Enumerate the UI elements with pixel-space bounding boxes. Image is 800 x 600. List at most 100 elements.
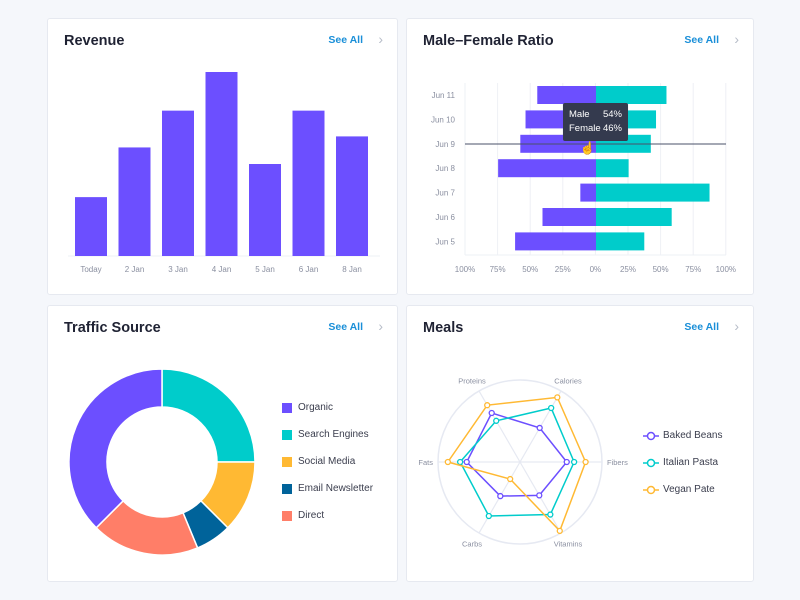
legend-item[interactable]: Baked Beans bbox=[643, 430, 723, 441]
radar-point bbox=[484, 402, 491, 409]
legend-swatch bbox=[282, 429, 292, 440]
revenue-x-tick: 3 Jan bbox=[168, 265, 188, 274]
ratio-y-tick: Jun 7 bbox=[435, 189, 455, 198]
chevron-right-icon[interactable]: › bbox=[734, 31, 739, 47]
legend-label: Vegan Pate bbox=[663, 484, 715, 495]
meals-see-all-link[interactable]: See All bbox=[684, 321, 719, 333]
ratio-x-tick: 75% bbox=[490, 265, 506, 274]
ratio-female-bar bbox=[596, 183, 710, 202]
legend-label: Direct bbox=[298, 510, 325, 521]
radar-point bbox=[547, 511, 554, 518]
ratio-x-tick: 75% bbox=[685, 265, 701, 274]
legend-marker-icon bbox=[643, 431, 659, 440]
chevron-right-icon[interactable]: › bbox=[734, 318, 739, 334]
tooltip-value: 54% bbox=[602, 109, 622, 120]
ratio-y-tick: Jun 9 bbox=[435, 140, 455, 149]
ratio-male-bar bbox=[537, 86, 596, 104]
radar-axis-label: Proteins bbox=[458, 377, 486, 386]
legend-marker-icon bbox=[643, 458, 659, 467]
revenue-x-tick: 8 Jan bbox=[342, 265, 362, 274]
revenue-x-tick: 5 Jan bbox=[255, 265, 275, 274]
radar-point bbox=[456, 458, 464, 466]
radar-point bbox=[582, 458, 589, 466]
legend-label: Search Engines bbox=[298, 429, 369, 440]
ratio-male-bar bbox=[498, 159, 596, 178]
revenue-bar bbox=[162, 110, 194, 256]
radar-point bbox=[444, 458, 451, 466]
legend-label: Baked Beans bbox=[663, 430, 723, 441]
ratio-y-tick: Jun 5 bbox=[435, 237, 455, 246]
ratio-x-tick: 50% bbox=[653, 265, 669, 274]
ratio-y-tick: Jun 10 bbox=[431, 115, 456, 124]
legend-label: Social Media bbox=[298, 456, 356, 467]
radar-point bbox=[463, 458, 470, 466]
legend-marker-icon bbox=[643, 485, 659, 494]
tooltip-value: 46% bbox=[602, 123, 622, 134]
donut-slice bbox=[68, 368, 163, 529]
revenue-see-all-link[interactable]: See All bbox=[328, 34, 363, 46]
ratio-x-tick: 25% bbox=[555, 265, 571, 274]
radar-point bbox=[563, 458, 570, 466]
traffic-see-all-link[interactable]: See All bbox=[328, 321, 363, 333]
revenue-bar bbox=[292, 110, 325, 256]
revenue-bar bbox=[118, 147, 151, 256]
ratio-x-tick: 100% bbox=[455, 265, 475, 274]
radar-series-line bbox=[465, 412, 568, 497]
legend-swatch bbox=[282, 456, 292, 467]
revenue-bar bbox=[205, 72, 238, 256]
radar-point bbox=[536, 492, 543, 499]
radar-axis-label: Calories bbox=[554, 377, 582, 386]
radar-point bbox=[556, 527, 563, 535]
legend-item[interactable]: Italian Pasta bbox=[643, 457, 718, 468]
legend-item[interactable]: Organic bbox=[282, 402, 333, 413]
legend-swatch bbox=[282, 483, 292, 494]
radar-point bbox=[548, 404, 555, 412]
legend-item[interactable]: Social Media bbox=[282, 456, 355, 467]
radar-point bbox=[536, 424, 543, 432]
legend-swatch bbox=[282, 510, 292, 521]
radar-axis-label: Carbs bbox=[462, 539, 482, 548]
legend-item[interactable]: Search Engines bbox=[282, 429, 369, 440]
legend-label: Italian Pasta bbox=[663, 457, 719, 468]
ratio-x-tick: 100% bbox=[716, 265, 736, 274]
legend-item[interactable]: Vegan Pate bbox=[643, 484, 715, 495]
chevron-right-icon[interactable]: › bbox=[378, 318, 383, 334]
cursor-hand-icon: ☝ bbox=[580, 140, 595, 155]
legend-swatch bbox=[282, 402, 292, 413]
legend-item[interactable]: Direct bbox=[282, 510, 324, 521]
traffic-title: Traffic Source bbox=[64, 320, 161, 336]
ratio-female-bar bbox=[596, 159, 629, 178]
ratio-y-tick: Jun 11 bbox=[432, 91, 456, 100]
ratio-see-all-link[interactable]: See All bbox=[684, 34, 719, 46]
meals-title: Meals bbox=[423, 320, 464, 336]
revenue-bar bbox=[336, 136, 368, 256]
ratio-y-tick: Jun 8 bbox=[435, 164, 455, 173]
meals-card: Meals See All › bbox=[406, 305, 754, 582]
ratio-male-bar bbox=[542, 208, 596, 226]
chevron-right-icon[interactable]: › bbox=[378, 31, 383, 47]
radar-point bbox=[493, 417, 500, 424]
radar-axis-label: Fibers bbox=[607, 458, 628, 467]
radar-point bbox=[485, 512, 492, 520]
radar-point bbox=[554, 394, 561, 401]
ratio-female-bar bbox=[596, 208, 672, 226]
donut-slice bbox=[161, 368, 256, 463]
legend-label: Email Newsletter bbox=[298, 483, 374, 494]
ratio-male-bar bbox=[515, 232, 596, 251]
revenue-title: Revenue bbox=[64, 33, 125, 49]
ratio-male-bar bbox=[580, 183, 596, 202]
revenue-x-tick: 2 Jan bbox=[125, 265, 145, 274]
radar-point bbox=[570, 458, 578, 466]
revenue-x-tick: 6 Jan bbox=[299, 265, 319, 274]
legend-label: Organic bbox=[298, 402, 334, 413]
tooltip-label: Male bbox=[569, 109, 590, 120]
ratio-x-tick: 50% bbox=[522, 265, 538, 274]
ratio-y-tick: Jun 6 bbox=[435, 213, 455, 222]
revenue-bar bbox=[249, 164, 281, 256]
ratio-female-bar bbox=[596, 86, 667, 104]
ratio-x-tick: 25% bbox=[620, 265, 636, 274]
radar-point bbox=[488, 409, 495, 417]
revenue-bar bbox=[75, 197, 107, 256]
legend-item[interactable]: Email Newsletter bbox=[282, 483, 373, 494]
